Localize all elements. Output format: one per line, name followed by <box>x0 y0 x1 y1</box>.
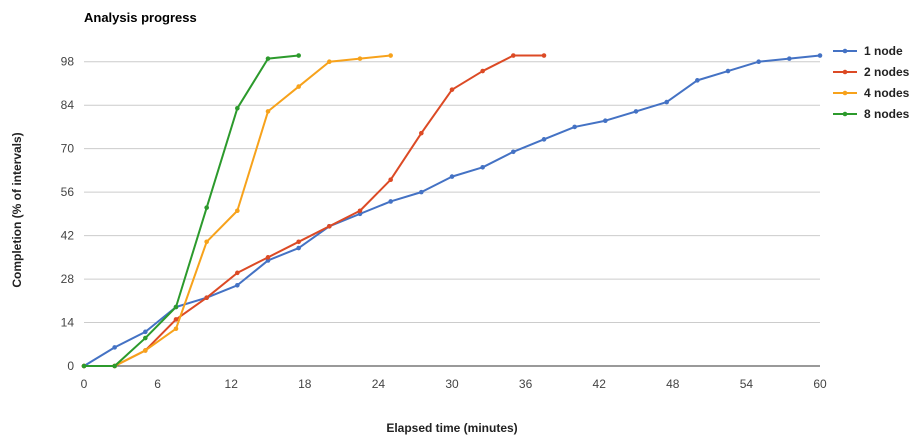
data-point <box>235 106 240 111</box>
legend-marker <box>842 111 848 117</box>
series-3 <box>81 53 393 369</box>
legend-marker <box>842 48 848 54</box>
x-tick-label: 30 <box>445 377 459 391</box>
data-point <box>603 118 608 124</box>
x-tick-label: 60 <box>813 377 827 391</box>
data-point <box>235 282 240 288</box>
x-tick-label: 12 <box>225 377 239 391</box>
data-point <box>204 205 209 210</box>
data-point <box>296 245 301 251</box>
chart-title: Analysis progress <box>84 10 197 25</box>
legend-label: 1 node <box>864 44 903 58</box>
x-tick-label: 6 <box>154 377 161 391</box>
x-tick-label: 42 <box>593 377 607 391</box>
y-tick-label: 0 <box>67 359 74 373</box>
legend: 1 node 2 nodes 4 nodes 8 nodes <box>833 44 910 121</box>
grid-lines <box>84 61 820 324</box>
data-point <box>81 363 87 369</box>
x-axis-label: Elapsed time (minutes) <box>386 421 517 435</box>
x-tick-label: 24 <box>372 377 386 391</box>
legend-marker <box>842 69 848 75</box>
data-point <box>235 208 240 214</box>
data-point <box>695 78 700 83</box>
y-tick-label: 70 <box>61 142 75 156</box>
y-axis-ticks: 0 14 28 42 56 70 84 98 <box>61 55 75 373</box>
data-point <box>756 59 761 65</box>
data-point <box>511 149 516 155</box>
data-point <box>204 295 209 300</box>
y-axis-label: Completion (% of intervals) <box>10 132 24 287</box>
x-tick-label: 54 <box>740 377 754 391</box>
y-tick-label: 28 <box>61 272 75 286</box>
series-4 <box>81 53 301 369</box>
data-point <box>143 348 148 353</box>
data-point <box>480 164 485 170</box>
data-point <box>388 177 393 183</box>
data-point <box>664 99 669 105</box>
series-line <box>84 54 299 367</box>
data-point <box>449 174 455 179</box>
data-point <box>357 56 363 61</box>
y-tick-label: 56 <box>61 185 75 199</box>
series-lines <box>81 53 823 369</box>
data-point <box>173 326 179 332</box>
x-tick-label: 18 <box>298 377 312 391</box>
data-point <box>388 53 393 58</box>
y-tick-label: 98 <box>61 55 75 69</box>
data-point <box>419 189 424 195</box>
data-point <box>480 68 485 74</box>
legend-item: 1 node <box>833 44 903 58</box>
data-point <box>327 59 332 65</box>
y-tick-label: 42 <box>61 229 75 243</box>
data-point <box>265 56 271 61</box>
legend-item: 8 nodes <box>833 107 910 121</box>
y-tick-label: 14 <box>61 316 75 330</box>
data-point <box>388 199 393 204</box>
data-point <box>173 317 179 322</box>
series-line <box>84 54 544 367</box>
y-tick-label: 84 <box>61 98 75 112</box>
series-line <box>83 54 821 367</box>
data-point <box>296 84 301 89</box>
data-point <box>296 239 301 245</box>
data-point <box>725 68 731 74</box>
data-point <box>572 124 577 130</box>
legend-label: 8 nodes <box>864 107 910 121</box>
data-point <box>449 87 455 92</box>
x-tick-label: 0 <box>81 377 88 391</box>
data-point <box>112 345 117 350</box>
data-point <box>204 239 209 245</box>
data-point <box>265 109 271 114</box>
data-point <box>511 53 516 58</box>
data-point <box>817 53 823 58</box>
data-point <box>143 335 148 341</box>
data-point <box>787 56 792 61</box>
x-axis-ticks: 0 6 12 18 24 30 36 42 48 54 60 <box>81 377 827 391</box>
x-tick-label: 48 <box>666 377 680 391</box>
data-point <box>419 130 424 136</box>
data-point <box>265 255 271 260</box>
data-point <box>173 304 179 310</box>
data-point <box>112 363 117 369</box>
legend-marker <box>842 90 848 96</box>
data-point <box>357 208 363 214</box>
x-tick-label: 36 <box>519 377 533 391</box>
data-point <box>235 270 240 276</box>
legend-label: 4 nodes <box>864 86 910 100</box>
legend-item: 4 nodes <box>833 86 910 100</box>
legend-item: 2 nodes <box>833 65 910 79</box>
legend-label: 2 nodes <box>864 65 910 79</box>
data-point <box>327 223 332 229</box>
data-point <box>541 53 547 58</box>
data-point <box>633 109 639 114</box>
data-point <box>541 137 547 142</box>
series-2 <box>81 53 547 369</box>
data-point <box>296 53 301 58</box>
data-point <box>143 329 148 335</box>
series-1 <box>81 53 823 369</box>
